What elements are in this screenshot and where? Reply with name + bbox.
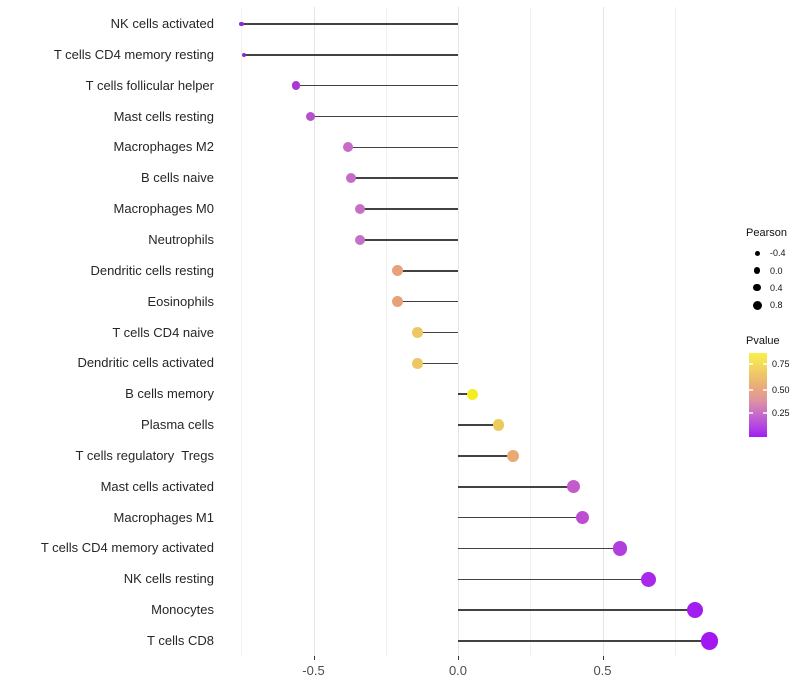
pearson-size-label: 0.8 [770,300,783,310]
pvalue-tick-label: 0.75 [772,359,790,369]
lollipop-stick [296,84,458,87]
pvalue-tick-label: 0.50 [772,385,790,395]
pearson-size-circle [753,283,761,292]
pvalue-tick-label: 0.25 [772,408,790,418]
pearson-size-circle [753,267,761,274]
lollipop-stick [458,516,583,519]
y-axis-label: Monocytes [151,602,214,618]
lollipop-stick [458,640,710,642]
y-axis-label: Mast cells resting [113,108,214,124]
lollipop-point [241,52,247,58]
lollipop-point [239,21,244,27]
lollipop-point [412,358,423,369]
y-axis-label: Neutrophils [148,231,214,247]
x-axis-tick [602,656,604,660]
y-axis-label: NK cells activated [110,16,214,31]
lollipop-stick [417,331,458,334]
lollipop-point [506,449,519,462]
colorbar-tick [763,389,767,391]
lollipop-stick [458,393,473,395]
lollipop-stick [458,609,695,611]
lollipop-point [612,541,628,556]
lollipop-point [640,571,657,588]
y-axis-label: Plasma cells [141,417,214,433]
lollipop-stick [458,578,649,581]
y-axis-label: Dendritic cells activated [77,355,214,371]
lollipop-stick [458,424,499,426]
x-axis-tick [313,656,315,660]
pearson-size-label: 0.0 [770,265,783,276]
y-axis-label: Macrophages M1 [113,509,214,525]
pearson-size-label: 0.4 [770,282,783,293]
lollipop-stick [244,54,458,56]
lollipop-point [686,601,704,619]
y-axis-label: T cells CD4 memory resting [53,46,214,62]
x-axis-tick-label: 0.0 [448,663,468,678]
lollipop-point [343,142,354,153]
lollipop-point [700,632,719,650]
pearson-size-circle [752,300,762,310]
gridline-minor [385,7,387,656]
lollipop-point [354,234,365,245]
lollipop-point [391,296,403,308]
gridline-major [458,7,459,656]
colorbar-tick [749,363,753,365]
lollipop-stick [348,146,458,149]
colorbar-tick [749,412,753,414]
lollipop-point [306,112,316,122]
y-axis-label: B cells naive [141,170,214,186]
lollipop-stick [397,300,458,303]
lollipop-stick [458,547,620,550]
x-axis-tick [458,656,459,660]
lollipop-stick [397,270,458,272]
lollipop-stick [359,239,458,241]
pearson-size-circle [754,250,760,256]
pvalue-colorbar [749,353,767,437]
y-axis-label: Macrophages M2 [113,139,214,155]
y-axis-label: Eosinophils [147,293,215,309]
colorbar-tick [749,389,753,391]
lollipop-point [492,419,505,431]
y-axis-label: T cells CD4 naive [112,324,214,340]
lollipop-stick [458,455,513,457]
lollipop-stick [310,115,458,118]
lollipop-stick [241,23,458,25]
lollipop-stick [351,177,458,180]
lollipop-point [412,327,423,338]
lollipop-point [466,388,478,400]
gridline-minor [674,7,676,656]
y-axis-label: Dendritic cells resting [90,262,214,278]
y-axis-label: T cells CD8 [147,633,214,648]
pearson-size-label: -0.4 [770,248,786,258]
gridline-major [313,7,315,656]
lollipop-point [567,480,581,494]
colorbar-tick [763,363,767,365]
lollipop-stick [417,362,458,365]
y-axis-label: NK cells resting [123,571,214,587]
lollipop-point [291,81,301,90]
lollipop-point [354,204,365,215]
lollipop-stick [359,208,458,210]
y-axis-label: Macrophages M0 [113,201,214,217]
gridline-minor [530,7,532,656]
x-axis-tick-label: -0.5 [302,663,325,678]
pearson-legend-title: Pearson [746,227,787,239]
pvalue-legend-title: Pvalue [746,335,780,347]
lollipop-point [346,173,357,184]
gridline-major [602,7,604,656]
y-axis-label: T cells follicular helper [85,77,214,93]
lollipop-point [391,265,403,277]
y-axis-label: B cells memory [125,386,214,402]
y-axis-label: T cells CD4 memory activated [40,540,214,556]
y-axis-label: T cells regulatory Tregs [75,447,214,463]
y-axis-label: Mast cells activated [100,478,214,494]
x-axis-tick-label: 0.5 [593,663,612,678]
lollipop-stick [458,485,574,488]
colorbar-tick [763,412,767,414]
lollipop-point [575,510,590,525]
gridline-minor [241,7,243,656]
